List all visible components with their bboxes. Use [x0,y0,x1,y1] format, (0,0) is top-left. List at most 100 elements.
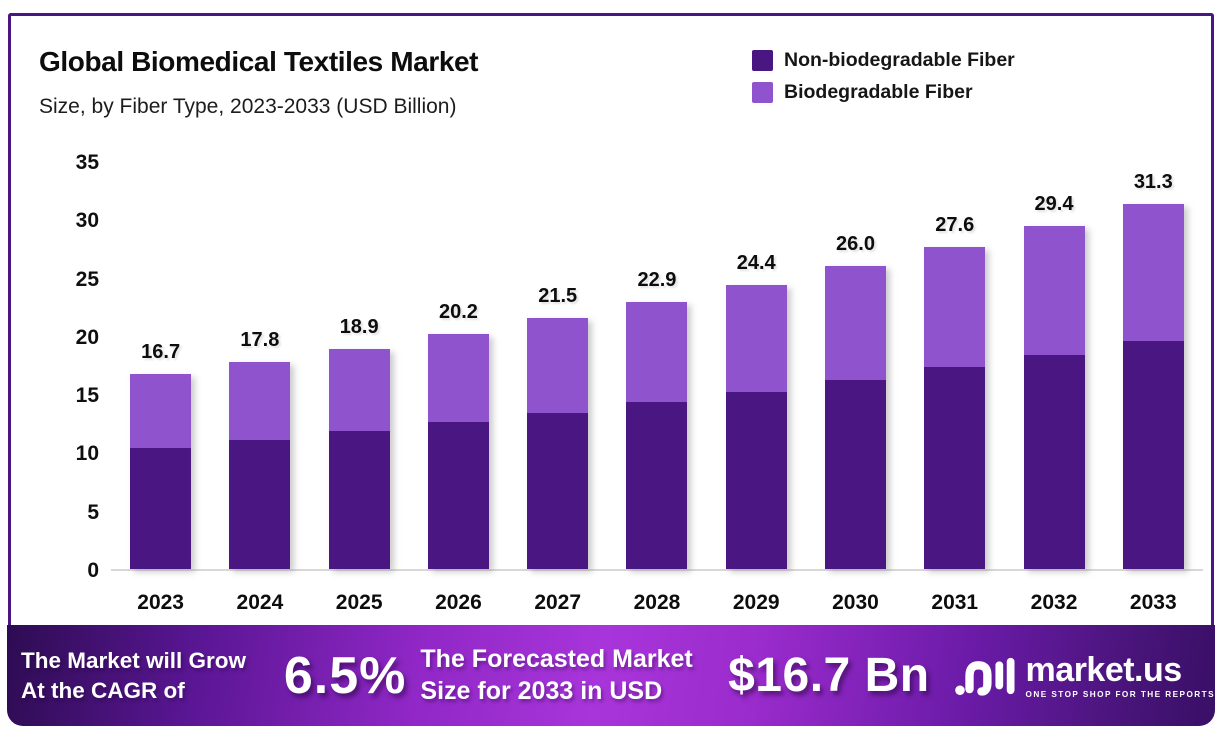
stacked-bar[interactable] [130,374,192,569]
logo-name: market.us [1025,650,1183,689]
segment-biodegradable[interactable] [527,318,589,413]
x-axis-label: 2023 [137,591,184,614]
x-axis-label: 2028 [633,591,681,614]
x-axis-label: 2027 [534,591,582,614]
cagr-caption-line1: The Market will Grow [21,648,247,674]
segment-non-biodegradable[interactable] [924,367,986,569]
segment-non-biodegradable[interactable] [427,422,489,569]
bar-group: 17.8 2024 [210,163,309,614]
y-axis: 35 30 25 20 15 10 5 0 [47,151,99,582]
x-axis-label: 2031 [931,591,979,614]
bar-value-label: 26.0 [836,232,875,255]
legend-label: Biodegradable Fiber [784,81,973,103]
stacked-bar[interactable] [1122,204,1184,569]
bar-value-label: 24.4 [736,251,776,274]
bar-group: 31.3 2033 [1104,163,1203,614]
legend-item-biodegradable: Biodegradable Fiber [752,81,1015,104]
x-axis-label: 2024 [236,591,284,614]
segment-biodegradable[interactable] [924,247,986,368]
stacked-bar[interactable] [328,348,390,569]
page-title: Global Biomedical Textiles Market [39,46,479,77]
legend-swatch-dark [752,50,773,71]
segment-biodegradable[interactable] [328,348,390,432]
footer-banner: The Market will Grow At the CAGR of 6.5%… [7,625,1215,726]
segment-non-biodegradable[interactable] [1023,354,1085,569]
segment-biodegradable[interactable] [626,302,688,403]
bar-value-label: 29.4 [1034,193,1074,216]
segment-biodegradable[interactable] [130,374,192,448]
legend: Non-biodegradable Fiber Biodegradable Fi… [752,49,1015,104]
stacked-bar[interactable] [427,333,489,569]
bar-value-label: 22.9 [637,269,677,292]
segment-biodegradable[interactable] [725,284,787,392]
marketus-logo-icon [954,657,1015,696]
page-subtitle: Size, by Fiber Type, 2023-2033 (USD Bill… [39,95,457,118]
bar-value-label: 18.9 [339,315,379,338]
bar-value-label: 21.5 [538,285,578,308]
stacked-bar[interactable] [527,318,589,569]
segment-non-biodegradable[interactable] [328,431,390,569]
stacked-bar[interactable] [229,361,291,569]
segment-biodegradable[interactable] [1023,226,1085,355]
y-tick-label: 35 [75,151,99,174]
segment-non-biodegradable[interactable] [1122,340,1184,569]
bar-group: 21.5 2027 [508,163,607,614]
bar-value-label: 31.3 [1133,171,1173,194]
x-axis-label: 2032 [1030,591,1078,614]
cagr-caption: The Market will Grow At the CAGR of [21,646,280,705]
plot-area: 16.7 2023 17.8 2024 18.9 2025 20.2 2026 21.5 2027… [111,163,1203,614]
legend-item-non-biodegradable: Non-biodegradable Fiber [752,49,1015,72]
bar-group: 24.4 2029 [707,163,806,614]
segment-biodegradable[interactable] [427,333,489,423]
stacked-bar[interactable] [824,265,886,569]
segment-non-biodegradable[interactable] [824,380,886,569]
x-axis-label: 2026 [435,591,482,614]
forecast-value: $16.7 Bn [728,649,930,702]
y-tick-label: 5 [87,500,99,524]
bar-group: 26.0 2030 [806,163,905,614]
y-tick-label: 10 [75,442,99,466]
segment-non-biodegradable[interactable] [229,439,291,569]
bar-group: 27.6 2031 [905,163,1004,614]
chart-card: Global Biomedical Textiles Market Size, … [8,13,1214,625]
x-axis-label: 2029 [732,591,780,614]
bar-value-label: 16.7 [141,341,181,364]
bar-group: 20.2 2026 [409,163,508,614]
y-tick-label: 25 [75,267,99,291]
stacked-bar[interactable] [924,247,986,569]
bar-group: 16.7 2023 [111,163,210,614]
x-axis-label: 2030 [832,591,879,614]
marketus-logo-text: market.us ONE STOP SHOP FOR THE REPORTS [1026,653,1215,699]
bar-group: 29.4 2032 [1004,163,1103,614]
segment-biodegradable[interactable] [824,265,886,381]
y-tick-label: 15 [75,384,99,408]
stacked-bar[interactable] [1023,226,1085,569]
legend-label: Non-biodegradable Fiber [784,49,1015,71]
stacked-bar[interactable] [725,284,787,569]
segment-biodegradable[interactable] [229,361,291,440]
bar-value-label: 27.6 [935,214,975,237]
bar-value-label: 17.8 [240,328,280,351]
forecast-caption-line2: Size for 2033 in USD [420,676,663,705]
segment-non-biodegradable[interactable] [130,447,192,569]
x-axis-label: 2025 [335,591,383,614]
y-tick-label: 20 [75,325,99,349]
cagr-value: 6.5% [283,646,407,705]
bar-value-label: 20.2 [438,300,478,323]
forecast-caption-line1: The Forecasted Market [420,645,693,674]
logo-tagline: ONE STOP SHOP FOR THE REPORTS [1025,689,1215,699]
bar-group: 22.9 2028 [607,163,706,614]
y-tick-label: 30 [75,209,99,233]
segment-non-biodegradable[interactable] [527,412,589,569]
segment-biodegradable[interactable] [1122,204,1184,341]
stacked-bar[interactable] [626,302,688,569]
segment-non-biodegradable[interactable] [725,391,787,569]
x-axis-label: 2033 [1129,591,1177,614]
legend-swatch-light [752,82,773,103]
cagr-caption-line2: At the CAGR of [21,677,185,703]
marketus-logo: market.us ONE STOP SHOP FOR THE REPORTS [954,650,1215,702]
y-tick-label: 0 [87,559,99,582]
segment-non-biodegradable[interactable] [626,402,688,569]
forecast-caption: The Forecasted Market Size for 2033 in U… [420,644,712,707]
